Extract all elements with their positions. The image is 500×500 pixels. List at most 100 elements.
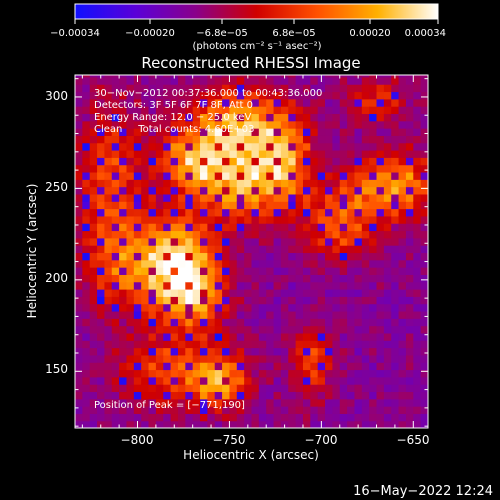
heatmap-cell (251, 413, 260, 422)
heatmap-cell (133, 157, 142, 166)
heatmap-cell (361, 128, 370, 136)
heatmap-cell (75, 391, 83, 400)
heatmap-cell (133, 384, 142, 393)
heatmap-cell (317, 193, 326, 202)
heatmap-cell (413, 179, 422, 188)
heatmap-cell (155, 267, 164, 275)
heatmap-cell (354, 201, 363, 210)
heatmap-cell (229, 325, 238, 334)
heatmap-cell (302, 274, 311, 283)
heatmap-cell (75, 128, 83, 136)
heatmap-cell (317, 201, 326, 210)
heatmap-cell (126, 106, 135, 115)
heatmap-cell (104, 76, 113, 85)
heatmap-cell (229, 281, 238, 290)
heatmap-cell (177, 149, 186, 158)
heatmap-cell (214, 281, 223, 290)
heatmap-cell (310, 135, 319, 144)
heatmap-cell (97, 135, 106, 144)
heatmap-cell (244, 171, 253, 180)
heatmap-cell (295, 347, 304, 356)
heatmap-cell (361, 252, 370, 261)
heatmap-cell (207, 106, 216, 115)
heatmap-cell (207, 288, 216, 297)
heatmap-cell (214, 406, 223, 414)
heatmap-cell (302, 135, 311, 144)
heatmap-cell (126, 128, 135, 136)
heatmap-cell (89, 406, 98, 414)
heatmap-cell (111, 186, 120, 195)
heatmap-cell (222, 347, 231, 356)
heatmap-cell (347, 376, 356, 385)
heatmap-cell (280, 303, 289, 312)
heatmap-cell (229, 252, 238, 261)
heatmap-cell (369, 186, 378, 195)
heatmap-cell (89, 113, 98, 122)
heatmap-cell (133, 120, 142, 129)
heatmap-cell (332, 281, 341, 290)
heatmap-cell (141, 135, 150, 144)
heatmap-cell (347, 157, 356, 166)
heatmap-cell (376, 325, 385, 334)
heatmap-cell (97, 237, 106, 246)
heatmap-cell (413, 186, 422, 195)
heatmap-cell (104, 391, 113, 400)
heatmap-cell (258, 208, 267, 217)
heatmap-cell (288, 296, 297, 305)
heatmap-cell (155, 259, 164, 268)
heatmap-cell (192, 310, 201, 319)
heatmap-cell (133, 281, 142, 290)
heatmap-cell (200, 274, 208, 283)
heatmap-cell (251, 98, 260, 107)
heatmap-cell (141, 354, 150, 363)
heatmap-cell (317, 237, 326, 246)
heatmap-cell (369, 76, 378, 85)
heatmap-cell (369, 157, 378, 166)
heatmap-cell (119, 332, 128, 341)
heatmap-cell (207, 274, 216, 283)
heatmap-cell (361, 208, 370, 217)
heatmap-cell (89, 98, 98, 107)
heatmap-cell (236, 332, 245, 341)
heatmap-cell (133, 84, 142, 93)
heatmap-cell (391, 215, 400, 224)
heatmap-cell (251, 376, 260, 385)
heatmap-cell (266, 98, 275, 107)
heatmap-cell (420, 413, 428, 422)
heatmap-cell (325, 76, 333, 85)
heatmap-cell (295, 91, 304, 100)
heatmap-cell (236, 135, 245, 144)
heatmap-cell (170, 362, 179, 371)
heatmap-cell (420, 303, 428, 312)
heatmap-cell (302, 325, 311, 334)
heatmap-cell (192, 332, 201, 341)
heatmap-cell (383, 340, 392, 349)
heatmap-cell (97, 340, 106, 349)
heatmap-cell (155, 76, 164, 85)
heatmap-cell (244, 149, 253, 158)
heatmap-cell (280, 76, 289, 85)
heatmap-cell (266, 113, 275, 122)
heatmap-cell (192, 75, 201, 78)
heatmap-cell (89, 128, 98, 136)
heatmap-cell (398, 406, 407, 414)
heatmap-cell (273, 201, 282, 210)
heatmap-cell (148, 230, 157, 239)
heatmap-cell (258, 318, 267, 327)
heatmap-cell (229, 76, 238, 85)
heatmap-cell (141, 274, 150, 283)
heatmap-cell (339, 318, 348, 327)
heatmap-cell (376, 303, 385, 312)
heatmap-cell (398, 391, 407, 400)
heatmap-cell (325, 164, 333, 173)
heatmap-cell (391, 128, 400, 136)
heatmap-cell (236, 318, 245, 327)
heatmap-cell (280, 413, 289, 422)
heatmap-cell (222, 179, 231, 188)
heatmap-cell (251, 230, 260, 239)
heatmap-cell (354, 164, 363, 173)
heatmap-cell (369, 406, 378, 414)
heatmap-cell (192, 98, 201, 107)
heatmap-cell (280, 310, 289, 319)
heatmap-cell (361, 267, 370, 275)
